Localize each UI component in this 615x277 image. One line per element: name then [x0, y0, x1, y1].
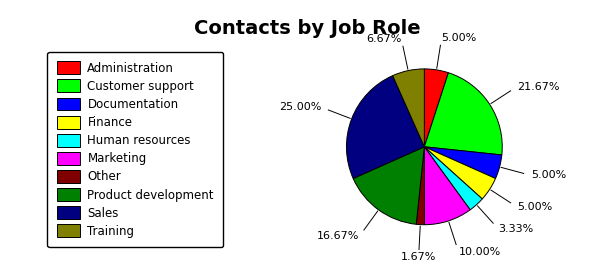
Text: 21.67%: 21.67% [517, 81, 560, 92]
Wedge shape [392, 69, 424, 147]
Text: 5.00%: 5.00% [531, 170, 566, 180]
Text: 10.00%: 10.00% [459, 247, 501, 257]
Wedge shape [424, 147, 470, 225]
Wedge shape [353, 147, 424, 224]
Wedge shape [424, 147, 482, 210]
Text: 6.67%: 6.67% [366, 34, 402, 43]
Text: 3.33%: 3.33% [498, 224, 534, 234]
Wedge shape [424, 147, 496, 199]
Wedge shape [424, 73, 502, 155]
Legend: Administration, Customer support, Documentation, Finance, Human resources, Marke: Administration, Customer support, Docume… [47, 52, 223, 247]
Wedge shape [424, 69, 448, 147]
Text: 25.00%: 25.00% [279, 102, 321, 112]
Text: 5.00%: 5.00% [442, 32, 477, 43]
Wedge shape [424, 147, 502, 178]
Text: 1.67%: 1.67% [401, 252, 436, 262]
Wedge shape [416, 147, 424, 225]
Wedge shape [346, 76, 424, 178]
Text: 16.67%: 16.67% [317, 231, 359, 241]
Text: Contacts by Job Role: Contacts by Job Role [194, 19, 421, 39]
Text: 5.00%: 5.00% [517, 202, 552, 212]
